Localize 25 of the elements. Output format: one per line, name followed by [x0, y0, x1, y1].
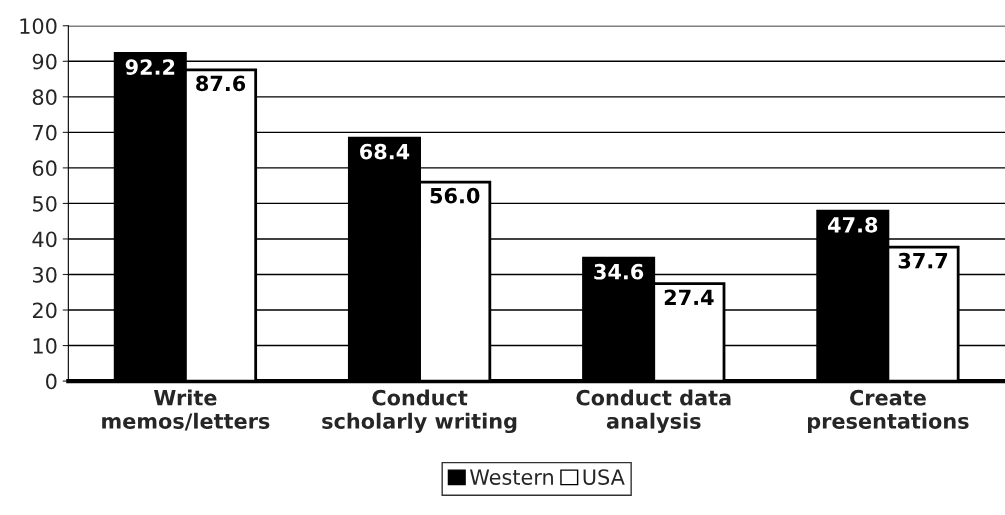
- y-tick-label: 70: [33, 124, 57, 141]
- legend-label: USA: [583, 469, 625, 485]
- x-tick-label: Conduct data analysis: [576, 389, 731, 434]
- data-label: 56.0: [430, 187, 480, 204]
- x-tick-label: Create presentations: [808, 389, 969, 433]
- y-tick-label: 40: [32, 231, 57, 248]
- data-label: 47.8: [828, 216, 878, 233]
- data-label: 27.4: [664, 289, 714, 305]
- y-tick-label: 100: [20, 18, 57, 34]
- data-label: 37.7: [898, 252, 948, 269]
- data-label: 34.6: [594, 263, 644, 280]
- legend-label: Western: [469, 469, 553, 485]
- y-tick-label: 0: [46, 373, 57, 390]
- y-tick-label: 80: [32, 89, 57, 106]
- data-label: 92.2: [125, 59, 175, 75]
- y-tick-label: 50: [33, 195, 57, 212]
- data-label: 68.4: [360, 143, 410, 160]
- x-tick-label: Conduct scholarly writing: [322, 389, 517, 434]
- y-tick-label: 60: [32, 160, 57, 177]
- y-tick-label: 90: [32, 53, 57, 70]
- x-tick-label: Write memos/letters: [102, 389, 270, 431]
- y-tick-label: 20: [32, 302, 57, 319]
- y-tick-label: 10: [33, 338, 57, 354]
- y-tick-label: 30: [33, 266, 57, 283]
- data-label: 87.6: [196, 75, 246, 92]
